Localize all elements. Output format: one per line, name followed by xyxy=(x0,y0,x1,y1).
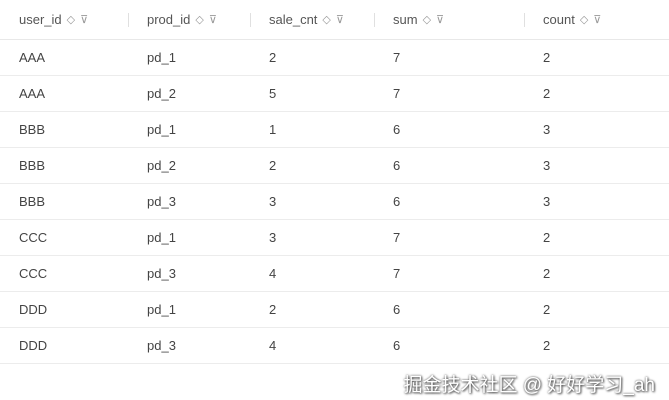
cell-count: 3 xyxy=(524,147,669,184)
cell-sale_cnt: 3 xyxy=(250,183,374,220)
table-row[interactable]: BBB pd_2 2 6 3 xyxy=(0,147,669,184)
cell-count: 2 xyxy=(524,39,669,76)
cell-prod_id: pd_1 xyxy=(128,39,250,76)
column-label: sale_cnt xyxy=(269,12,318,27)
sort-icon[interactable]: ◇ xyxy=(579,14,589,26)
header-row: user_id ◇ ⊽ prod_id ◇ ⊽ sale_cnt ◇ ⊽ sum ◇ ⊽ count ◇ ⊽ xyxy=(0,0,669,40)
column-header-user_id[interactable]: user_id ◇ ⊽ xyxy=(0,0,128,40)
table-row[interactable]: AAA pd_1 2 7 2 xyxy=(0,39,669,76)
cell-prod_id: pd_3 xyxy=(128,327,250,364)
cell-sale_cnt: 4 xyxy=(250,255,374,292)
cell-sum: 6 xyxy=(374,111,524,148)
cell-prod_id: pd_1 xyxy=(128,111,250,148)
watermark: 掘金技术社区 @ 好好学习_ah xyxy=(403,375,655,396)
column-header-sale_cnt[interactable]: sale_cnt ◇ ⊽ xyxy=(250,0,374,40)
table-row[interactable]: CCC pd_3 4 7 2 xyxy=(0,255,669,292)
filter-icon[interactable]: ⊽ xyxy=(593,14,602,26)
data-table: user_id ◇ ⊽ prod_id ◇ ⊽ sale_cnt ◇ ⊽ sum ◇ ⊽ count ◇ ⊽… xyxy=(0,0,669,364)
cell-sum: 7 xyxy=(374,255,524,292)
cell-user_id: AAA xyxy=(0,39,128,76)
table-row[interactable]: AAA pd_2 5 7 2 xyxy=(0,75,669,112)
sort-icon[interactable]: ◇ xyxy=(66,14,76,26)
cell-prod_id: pd_3 xyxy=(128,255,250,292)
cell-count: 2 xyxy=(524,219,669,256)
column-label: count xyxy=(543,12,575,27)
column-divider[interactable] xyxy=(250,13,251,27)
filter-icon[interactable]: ⊽ xyxy=(335,14,344,26)
cell-prod_id: pd_1 xyxy=(128,219,250,256)
cell-user_id: BBB xyxy=(0,183,128,220)
column-header-count[interactable]: count ◇ ⊽ xyxy=(524,0,669,40)
sort-icon[interactable]: ◇ xyxy=(322,14,331,26)
column-label: sum xyxy=(393,12,418,27)
cell-sum: 7 xyxy=(374,75,524,112)
filter-icon[interactable]: ⊽ xyxy=(208,14,217,26)
cell-count: 2 xyxy=(524,291,669,328)
table-row[interactable]: CCC pd_1 3 7 2 xyxy=(0,219,669,256)
cell-count: 2 xyxy=(524,255,669,292)
column-label: prod_id xyxy=(147,12,191,27)
cell-user_id: BBB xyxy=(0,111,128,148)
column-divider[interactable] xyxy=(524,13,525,27)
cell-user_id: BBB xyxy=(0,147,128,184)
sort-icon[interactable]: ◇ xyxy=(422,14,432,26)
column-divider[interactable] xyxy=(374,13,375,27)
cell-prod_id: pd_2 xyxy=(128,75,250,112)
cell-prod_id: pd_2 xyxy=(128,147,250,184)
cell-sale_cnt: 2 xyxy=(250,39,374,76)
cell-sale_cnt: 2 xyxy=(250,291,374,328)
table-row[interactable]: BBB pd_3 3 6 3 xyxy=(0,183,669,220)
cell-user_id: DDD xyxy=(0,327,128,364)
cell-prod_id: pd_3 xyxy=(128,183,250,220)
cell-sale_cnt: 1 xyxy=(250,111,374,148)
cell-user_id: CCC xyxy=(0,255,128,292)
cell-sum: 7 xyxy=(374,39,524,76)
cell-user_id: CCC xyxy=(0,219,128,256)
cell-sum: 6 xyxy=(374,183,524,220)
filter-icon[interactable]: ⊽ xyxy=(436,14,445,26)
table-row[interactable]: DDD pd_1 2 6 2 xyxy=(0,291,669,328)
column-header-sum[interactable]: sum ◇ ⊽ xyxy=(374,0,524,40)
cell-count: 2 xyxy=(524,327,669,364)
cell-sum: 7 xyxy=(374,219,524,256)
table-row[interactable]: DDD pd_3 4 6 2 xyxy=(0,327,669,364)
column-header-prod_id[interactable]: prod_id ◇ ⊽ xyxy=(128,0,250,40)
table-body: AAA pd_1 2 7 2 AAA pd_2 5 7 2 BBB pd_1 1 6 3 BBB pd_2 2 6 3… xyxy=(0,39,669,364)
cell-count: 2 xyxy=(524,75,669,112)
sort-icon[interactable]: ◇ xyxy=(195,14,204,26)
table-row[interactable]: BBB pd_1 1 6 3 xyxy=(0,111,669,148)
cell-sum: 6 xyxy=(374,147,524,184)
filter-icon[interactable]: ⊽ xyxy=(80,14,89,26)
cell-sale_cnt: 3 xyxy=(250,219,374,256)
cell-sale_cnt: 4 xyxy=(250,327,374,364)
cell-sum: 6 xyxy=(374,291,524,328)
cell-count: 3 xyxy=(524,183,669,220)
column-divider[interactable] xyxy=(128,13,129,27)
cell-user_id: DDD xyxy=(0,291,128,328)
cell-count: 3 xyxy=(524,111,669,148)
cell-sale_cnt: 2 xyxy=(250,147,374,184)
cell-prod_id: pd_1 xyxy=(128,291,250,328)
column-label: user_id xyxy=(19,12,62,27)
cell-user_id: AAA xyxy=(0,75,128,112)
cell-sum: 6 xyxy=(374,327,524,364)
cell-sale_cnt: 5 xyxy=(250,75,374,112)
